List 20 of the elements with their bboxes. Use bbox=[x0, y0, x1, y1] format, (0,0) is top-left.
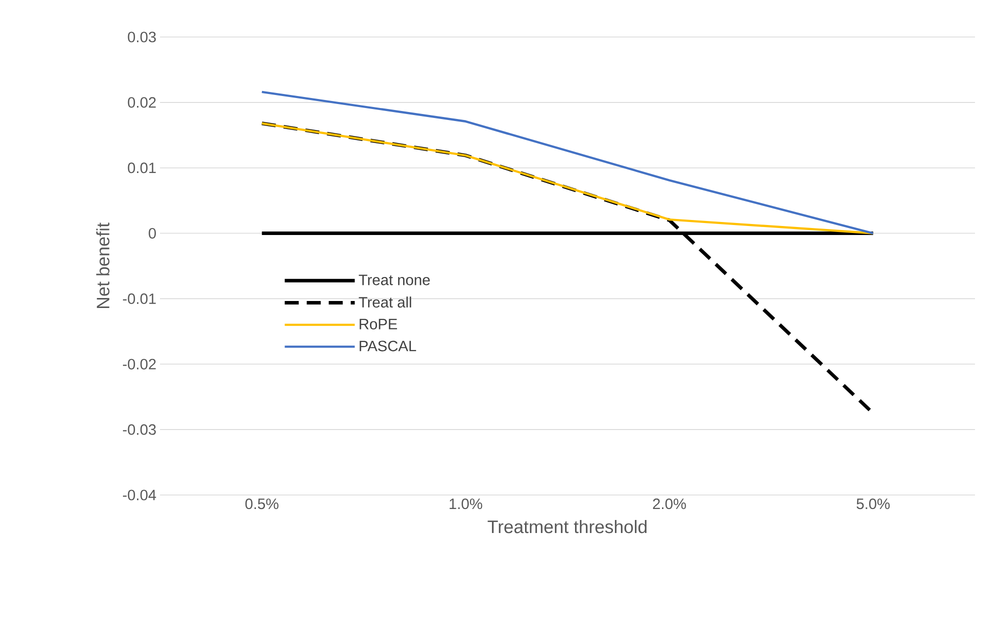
legend-label: PASCAL bbox=[360, 340, 416, 352]
y-tick-label: -0.02 bbox=[122, 358, 156, 370]
legend-label: Treat none bbox=[358, 274, 430, 286]
x-axis-title: Treatment threshold bbox=[488, 520, 647, 534]
line-series bbox=[260, 90, 874, 234]
x-tick-label: 5.0% bbox=[856, 498, 890, 510]
y-tick-label: 0.03 bbox=[128, 32, 156, 42]
y-tick-label: 0.02 bbox=[128, 97, 156, 108]
y-tick-label: -0.01 bbox=[122, 293, 156, 304]
y-tick-label: -0.04 bbox=[122, 490, 156, 500]
line-series bbox=[260, 122, 874, 234]
legend-label: RoPE bbox=[360, 318, 398, 330]
y-tick-label: 0.01 bbox=[128, 162, 156, 174]
x-tick-label: 1.0% bbox=[450, 498, 482, 510]
legend-label: Treat all bbox=[358, 296, 412, 308]
y-axis-title: Net benefit bbox=[96, 222, 110, 308]
y-tick-label: 0 bbox=[148, 228, 156, 239]
x-tick-label: 0.5% bbox=[245, 498, 278, 510]
x-tick-label: 2.0% bbox=[653, 498, 686, 510]
y-tick-label: -0.03 bbox=[122, 424, 156, 435]
